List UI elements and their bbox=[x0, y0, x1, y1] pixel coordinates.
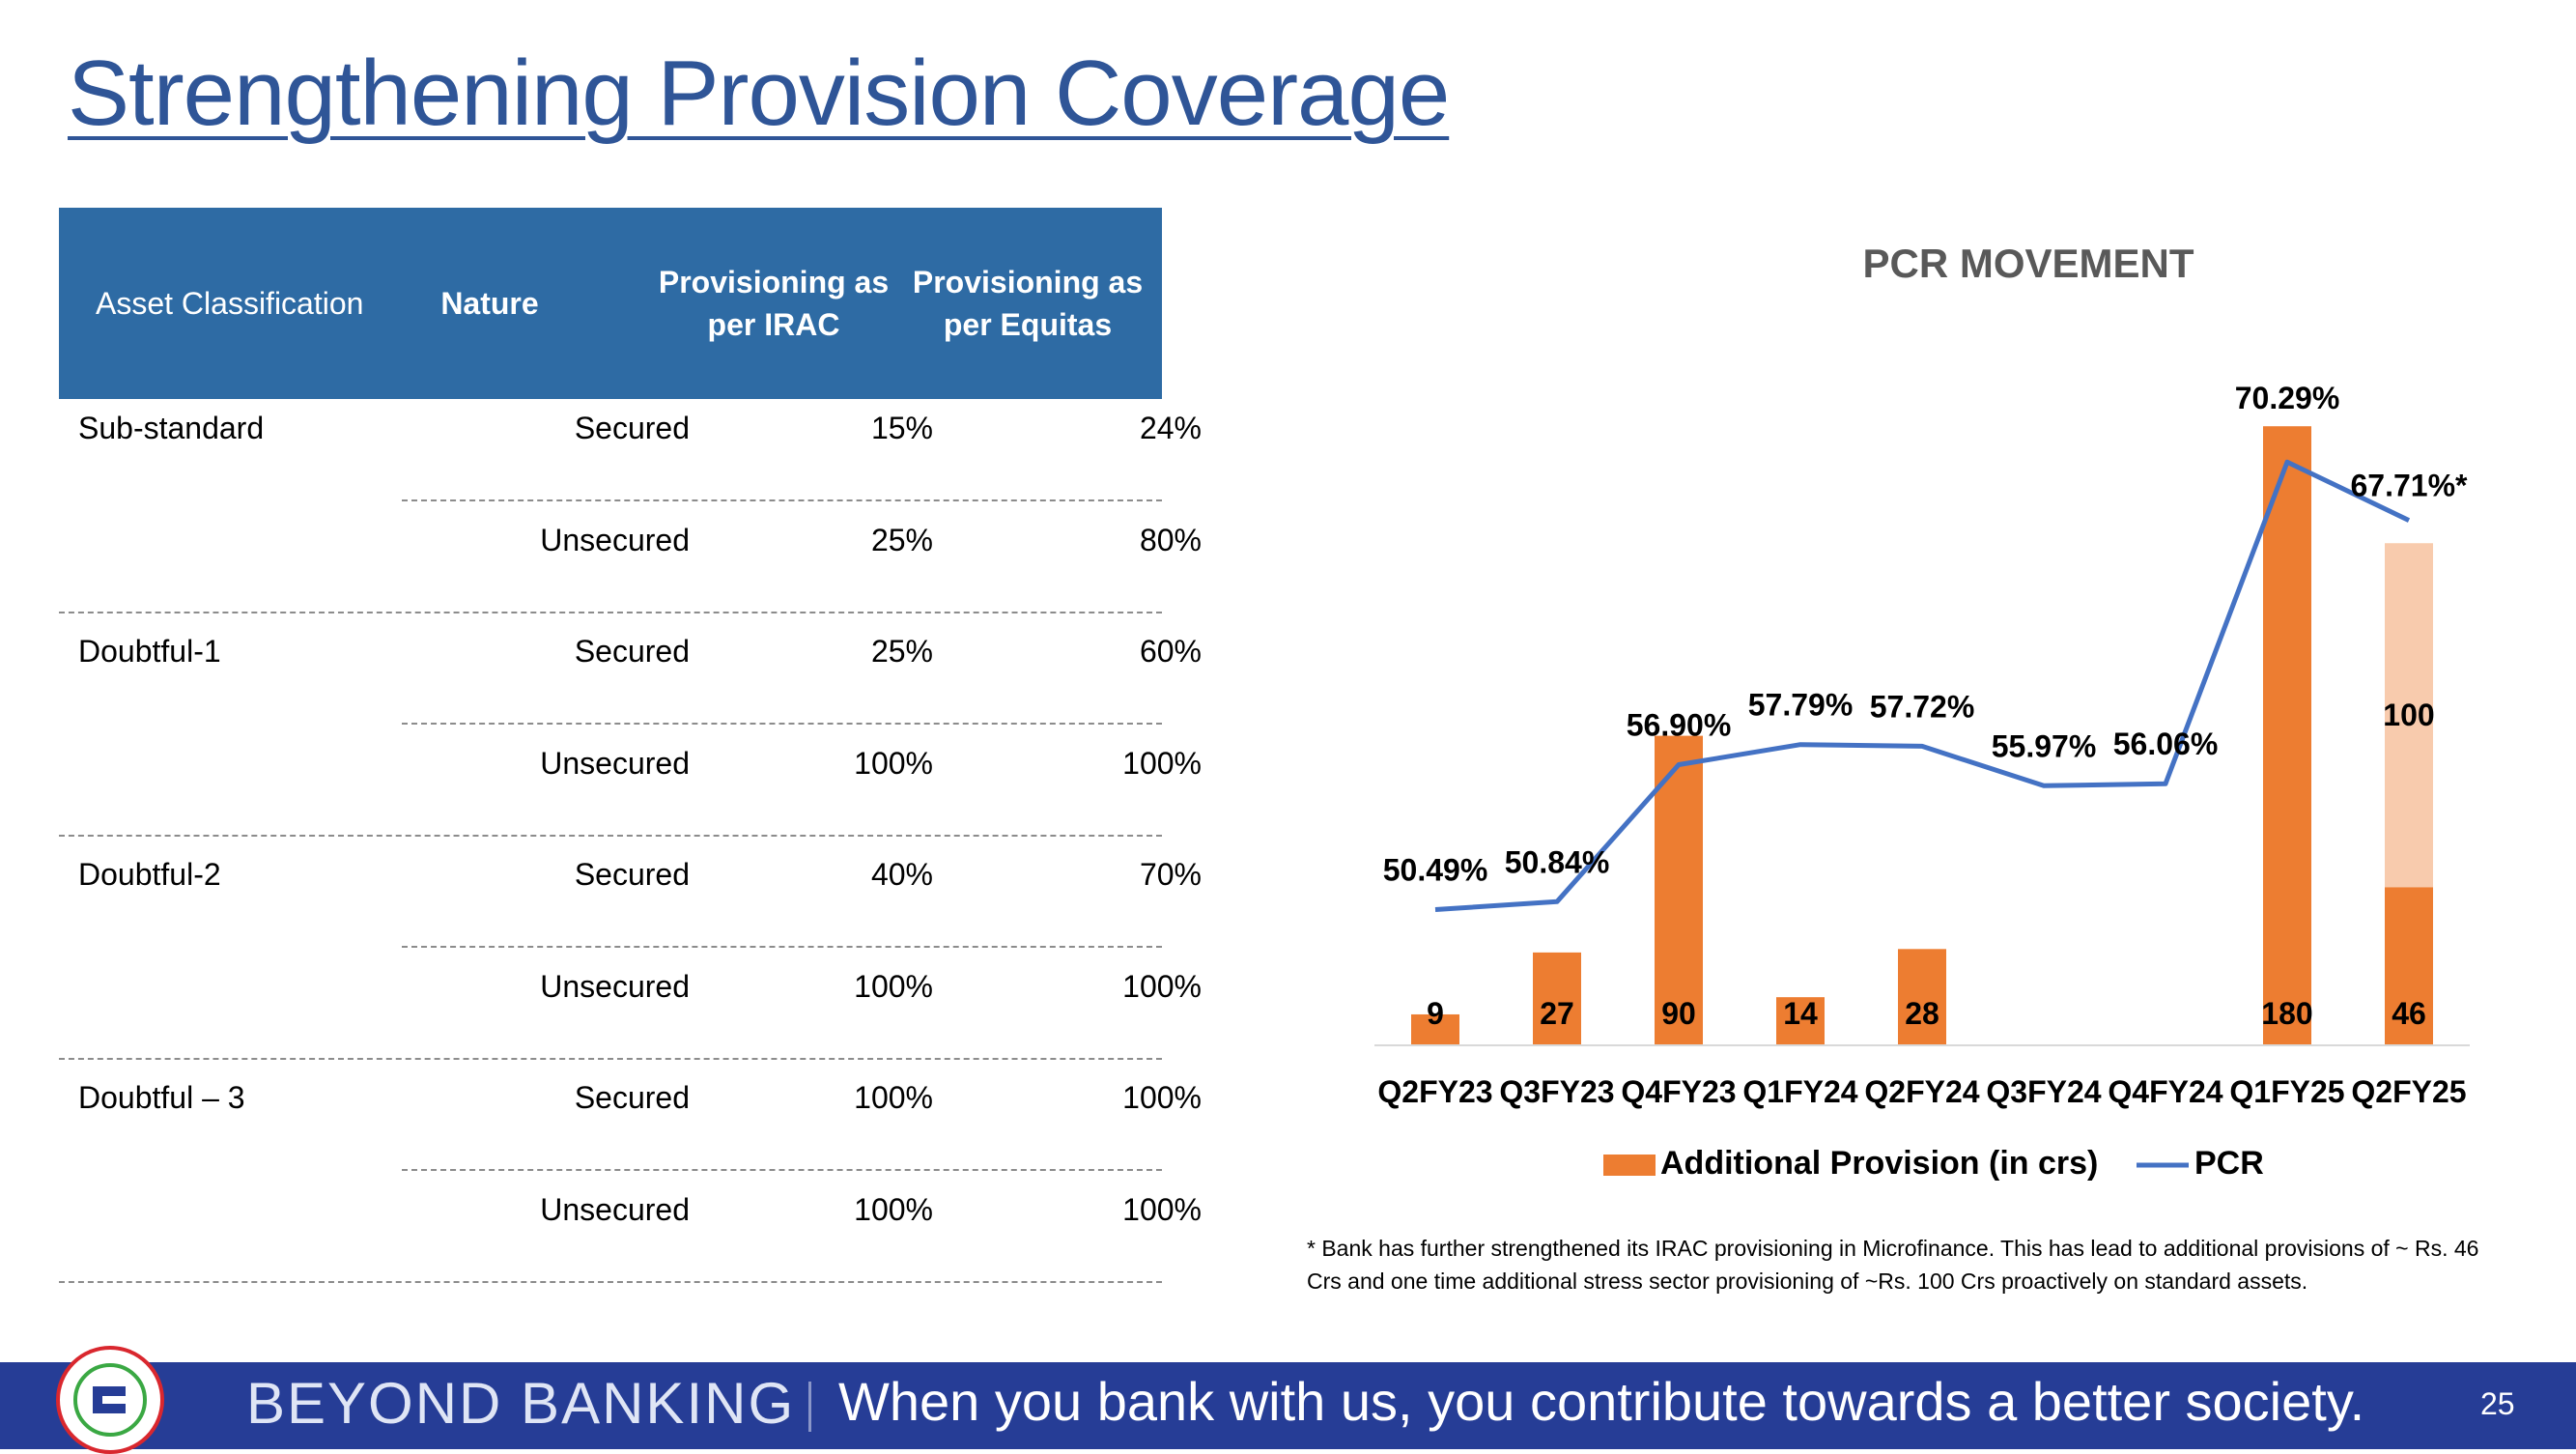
cell-nature: Secured bbox=[574, 634, 690, 669]
x-tick-label: Q4FY23 bbox=[1621, 1074, 1736, 1109]
pcr-line bbox=[1434, 459, 2411, 912]
pcr-data-label: 56.06% bbox=[2113, 727, 2219, 761]
bar-data-label: 46 bbox=[2392, 996, 2426, 1031]
row-separator bbox=[59, 612, 1162, 613]
row-separator bbox=[402, 1169, 1162, 1171]
header-irac: Provisioning as per IRAC bbox=[658, 265, 890, 342]
table-header: Asset Classification Nature Provisioning… bbox=[59, 208, 1162, 399]
cell-equitas: 100% bbox=[1122, 746, 1202, 781]
bar-data-label: 180 bbox=[2261, 996, 2312, 1031]
cell-irac: 15% bbox=[870, 411, 933, 445]
cell-nature: Unsecured bbox=[540, 523, 690, 557]
bar bbox=[1898, 949, 1946, 1045]
logo-icon bbox=[73, 1363, 147, 1437]
legend-swatch-bar bbox=[1603, 1155, 1656, 1176]
row-separator bbox=[59, 835, 1162, 837]
cell-classification: Doubtful-1 bbox=[78, 634, 221, 669]
bar-data-label: 28 bbox=[1905, 996, 1939, 1031]
x-tick-label: Q1FY25 bbox=[2229, 1074, 2344, 1109]
header-nature: Nature bbox=[440, 286, 539, 321]
bar-data-label: 27 bbox=[1540, 996, 1574, 1031]
cell-irac: 100% bbox=[854, 1080, 933, 1115]
cell-equitas: 100% bbox=[1122, 969, 1202, 1004]
pcr-data-label: 56.90% bbox=[1627, 708, 1732, 743]
pcr-data-label: 55.97% bbox=[1992, 728, 2097, 763]
cell-nature: Secured bbox=[574, 411, 690, 445]
cell-irac: 100% bbox=[854, 1192, 933, 1227]
cell-classification: Doubtful – 3 bbox=[78, 1080, 245, 1115]
stacked-bar bbox=[2385, 543, 2433, 888]
pcr-movement-chart: PCR MOVEMENT 9 27 90 14 28 180 46 100 50.49% 50.84… bbox=[1374, 241, 2470, 1182]
bar bbox=[2385, 887, 2433, 1045]
legend-label-line: PCR bbox=[2194, 1145, 2264, 1182]
equitas-logo bbox=[56, 1346, 164, 1454]
cell-irac: 100% bbox=[854, 746, 933, 781]
cell-irac: 25% bbox=[870, 523, 933, 557]
x-tick-label: Q4FY24 bbox=[2108, 1074, 2222, 1109]
bar bbox=[1655, 735, 1703, 1045]
header-asset-classification: Asset Classification bbox=[96, 286, 364, 321]
bar bbox=[1533, 952, 1581, 1045]
bar-data-label: 9 bbox=[1427, 996, 1444, 1031]
chart-title: PCR MOVEMENT bbox=[1862, 241, 2194, 286]
x-tick-label: Q3FY24 bbox=[1986, 1074, 2101, 1109]
cell-equitas: 100% bbox=[1122, 1192, 1202, 1227]
footnote: * Bank has further strengthened its IRAC… bbox=[1307, 1236, 2479, 1294]
row-separator bbox=[402, 946, 1162, 948]
row-separator bbox=[59, 1281, 1162, 1283]
bar-data-label: 90 bbox=[1661, 996, 1696, 1031]
x-tick-label: Q2FY23 bbox=[1377, 1074, 1492, 1109]
pcr-data-label: 70.29% bbox=[2235, 381, 2340, 415]
pcr-data-label: 67.71%* bbox=[2351, 469, 2469, 503]
x-tick-label: Q2FY24 bbox=[1864, 1074, 1979, 1109]
cell-irac: 25% bbox=[870, 634, 933, 669]
pcr-data-label: 57.72% bbox=[1870, 689, 1975, 724]
cell-equitas: 60% bbox=[1139, 634, 1202, 669]
pcr-data-label: 50.49% bbox=[1383, 853, 1488, 888]
bar bbox=[1776, 997, 1825, 1045]
cell-equitas: 80% bbox=[1139, 523, 1202, 557]
legend-label-bar: Additional Provision (in crs) bbox=[1660, 1145, 2098, 1182]
row-separator bbox=[59, 1058, 1162, 1060]
header-equitas: Provisioning as per Equitas bbox=[912, 265, 1144, 342]
stacked-bar-data-label: 100 bbox=[2383, 698, 2434, 732]
cell-irac: 100% bbox=[854, 969, 933, 1004]
pcr-data-label: 57.79% bbox=[1748, 688, 1854, 723]
bar bbox=[2263, 426, 2311, 1045]
cell-equitas: 24% bbox=[1139, 411, 1202, 445]
page-title: Strengthening Provision Coverage bbox=[68, 42, 1450, 145]
cell-nature: Secured bbox=[574, 1080, 690, 1115]
page-number: 25 bbox=[2480, 1386, 2515, 1421]
tagline-divider bbox=[808, 1382, 811, 1432]
cell-nature: Unsecured bbox=[540, 969, 690, 1004]
x-tick-label: Q3FY23 bbox=[1499, 1074, 1614, 1109]
bar bbox=[1411, 1013, 1459, 1045]
cell-nature: Unsecured bbox=[540, 746, 690, 781]
cell-classification: Doubtful-2 bbox=[78, 857, 221, 892]
pcr-data-label: 50.84% bbox=[1505, 844, 1610, 879]
cell-equitas: 70% bbox=[1139, 857, 1202, 892]
x-tick-label: Q2FY25 bbox=[2351, 1074, 2466, 1109]
cell-equitas: 100% bbox=[1122, 1080, 1202, 1115]
footer-band bbox=[0, 1362, 2576, 1449]
cell-nature: Unsecured bbox=[540, 1192, 690, 1227]
cell-classification: Sub-standard bbox=[78, 411, 265, 445]
tagline-beyond-banking: BEYOND BANKING bbox=[246, 1371, 796, 1436]
cell-irac: 40% bbox=[870, 857, 933, 892]
bar-data-label: 14 bbox=[1783, 996, 1818, 1031]
row-separator bbox=[402, 723, 1162, 725]
row-separator bbox=[402, 499, 1162, 501]
cell-nature: Secured bbox=[574, 857, 690, 892]
x-tick-label: Q1FY24 bbox=[1742, 1074, 1857, 1109]
tagline-message: When you bank with us, you contribute to… bbox=[838, 1371, 2365, 1432]
